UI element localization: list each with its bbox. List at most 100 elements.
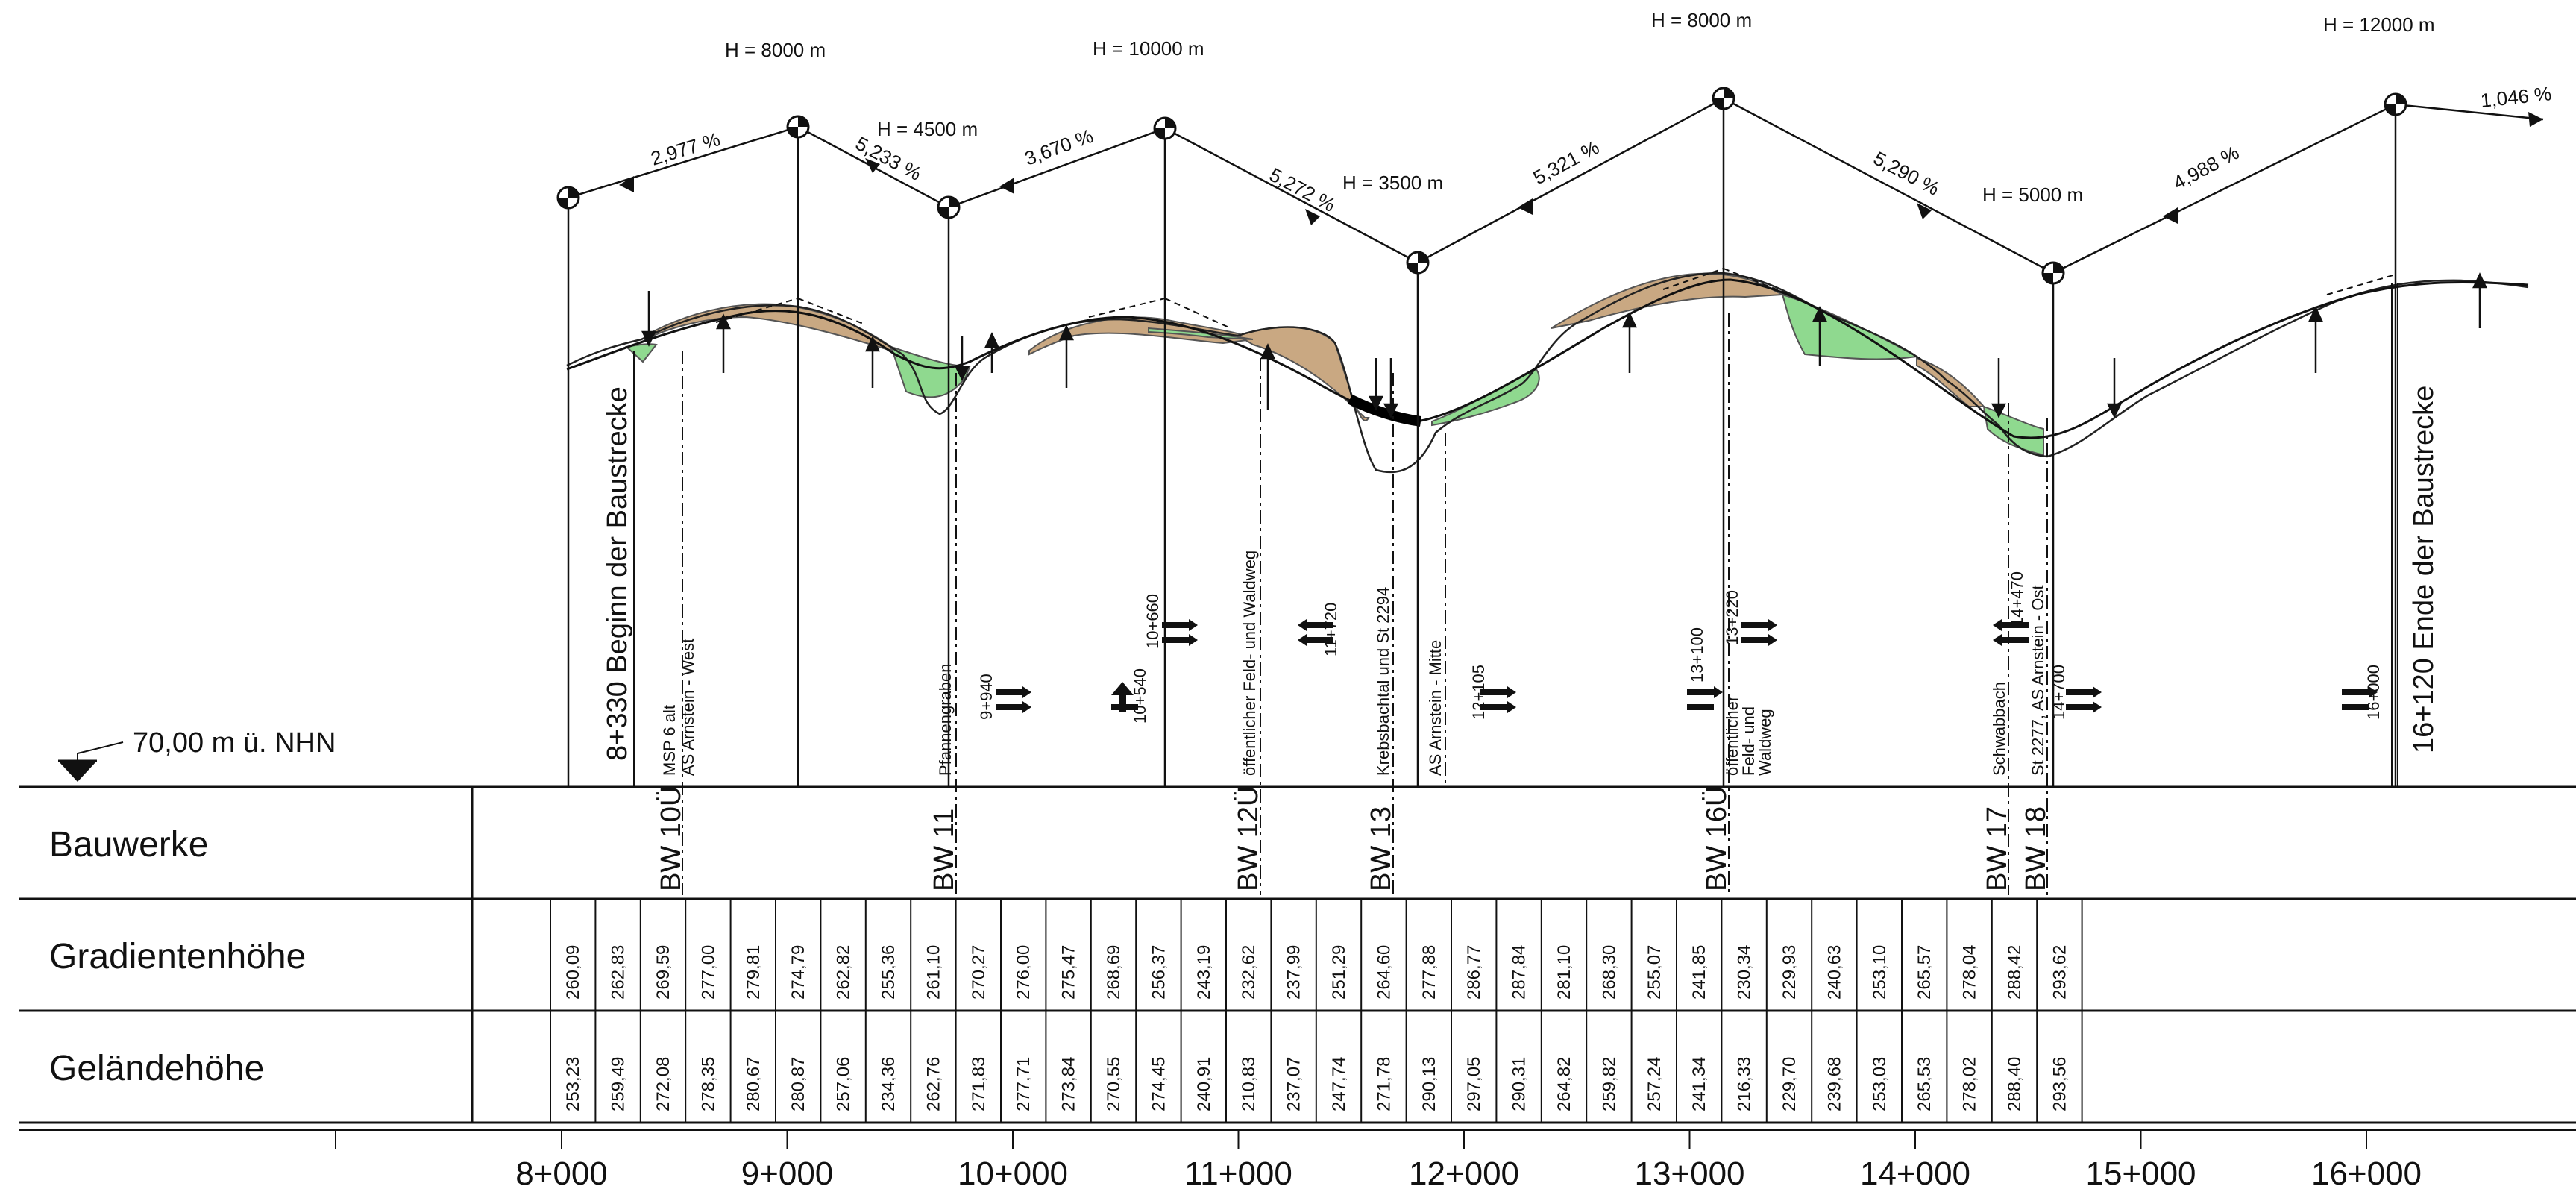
bauwerk-label: BW 16Ü <box>1701 786 1732 891</box>
annotation-label: 14+470 <box>2008 571 2026 627</box>
annotation-label: öffentlicher <box>1723 696 1741 776</box>
km-label: 8+000 <box>515 1155 608 1192</box>
radius-label: H = 3500 m <box>1342 172 1443 194</box>
row-title-gradient: Gradientenhöhe <box>49 937 306 976</box>
bauwerk-label: BW 13 <box>1366 806 1397 891</box>
station-annotations: MSP 6 alt AS Arnstein - West Pfannengrab… <box>660 551 2383 776</box>
terrain-value-cell: 241,34 <box>1689 1057 1709 1111</box>
gradient-value-cell: 293,62 <box>2049 945 2070 1000</box>
gradient-value-cell: 262,83 <box>609 945 629 1000</box>
slope-label: 3,670 % <box>1022 125 1096 170</box>
terrain-values: 253,23 259,49 272,08 278,35 280,67 280,87 257,… <box>563 1057 2070 1111</box>
gradient-value-cell: 232,62 <box>1239 945 1259 1000</box>
terrain-value-cell: 297,05 <box>1464 1057 1484 1111</box>
bauwerk-labels: BW 10Ü BW 11 BW 12Ü BW 13 BW 16Ü BW 17 B… <box>656 786 2052 891</box>
bauwerk-label: BW 12Ü <box>1233 786 1264 891</box>
terrain-value-cell: 278,02 <box>1960 1057 1980 1111</box>
gradient-value-cell: 275,47 <box>1059 945 1079 1000</box>
terrain-value-cell: 240,91 <box>1194 1057 1214 1111</box>
gradient-value-cell: 287,84 <box>1510 945 1530 1000</box>
annotation-label: Waldweg <box>1756 709 1774 776</box>
annotation-label: 13+220 <box>1723 590 1741 645</box>
terrain-value-cell: 262,76 <box>923 1057 943 1111</box>
slope-label: 5,272 % <box>1266 163 1339 216</box>
radius-label: H = 12000 m <box>2323 13 2435 36</box>
gradient-value-cell: 265,57 <box>1914 945 1935 1000</box>
terrain-value-cell: 216,33 <box>1735 1057 1755 1111</box>
terrain-value-cell: 273,84 <box>1059 1057 1079 1111</box>
station-lines <box>682 313 2048 895</box>
terrain-value-cell: 259,49 <box>609 1057 629 1111</box>
earthwork-fills <box>624 272 2044 457</box>
radius-label: H = 5000 m <box>1982 184 2083 206</box>
gradient-value-cell: 269,59 <box>653 945 673 1000</box>
annotation-label: 13+100 <box>1688 627 1706 683</box>
terrain-value-cell: 270,55 <box>1104 1057 1124 1111</box>
datum-label: 70,00 m ü. NHN <box>133 727 336 759</box>
terrain-value-cell: 280,87 <box>788 1057 808 1111</box>
gradient-value-cell: 279,81 <box>744 945 764 1000</box>
gradient-value-cell: 230,34 <box>1735 945 1755 1000</box>
gradient-value-cell: 262,82 <box>834 945 854 1000</box>
annotation-label: AS Arnstein - West <box>679 639 697 776</box>
gradient-value-cell: 240,63 <box>1824 945 1844 1000</box>
row-title-bauwerke: Bauwerke <box>49 825 208 865</box>
annotation-label: 11+720 <box>1322 603 1340 656</box>
km-label: 16+000 <box>2311 1155 2422 1192</box>
km-label: 13+000 <box>1634 1155 1744 1192</box>
embankment-area <box>1148 327 1254 340</box>
terrain-value-cell: 271,83 <box>969 1057 989 1111</box>
annotation-label: Schwabbach <box>1990 682 2008 776</box>
gradient-value-cell: 268,30 <box>1599 945 1619 1000</box>
row-title-gelaende: Geländehöhe <box>49 1049 264 1088</box>
gradient-value-cell: 277,88 <box>1419 945 1439 1000</box>
terrain-value-cell: 259,82 <box>1599 1057 1619 1111</box>
gradient-value-cell: 281,10 <box>1554 945 1574 1000</box>
slope-arrows <box>619 112 2543 225</box>
gradient-value-cell: 260,09 <box>563 945 583 1000</box>
start-label: 8+330 Beginn der Baustrecke <box>602 386 633 761</box>
radius-label: H = 8000 m <box>725 39 826 61</box>
km-axis: 8+000 9+000 10+000 11+000 12+000 13+000 14+000… <box>515 1130 2422 1192</box>
terrain-value-cell: 265,53 <box>1914 1057 1935 1111</box>
terrain-value-cell: 290,13 <box>1419 1057 1439 1111</box>
gradient-value-cell: 276,00 <box>1014 945 1034 1000</box>
tangent-polygon <box>568 97 2544 275</box>
annotation-label: Pfannengraben <box>936 664 955 776</box>
cut-area <box>1551 272 1785 329</box>
terrain-value-cell: 257,06 <box>834 1057 854 1111</box>
terrain-value-cell: 278,35 <box>698 1057 718 1111</box>
radius-label: H = 4500 m <box>877 118 978 140</box>
annotation-label: Krebsbachtal und St 2294 <box>1374 587 1392 776</box>
gradient-value-cell: 277,00 <box>698 945 718 1000</box>
terrain-value-cell: 288,40 <box>2005 1057 2025 1111</box>
curve-tangents <box>715 268 2396 329</box>
km-label: 15+000 <box>2085 1155 2196 1192</box>
gradient-value-cell: 237,99 <box>1284 945 1304 1000</box>
datum-marker: 70,00 m ü. NHN <box>58 727 336 782</box>
embankment-area <box>1431 368 1540 427</box>
terrain-value-cell: 272,08 <box>653 1057 673 1111</box>
bauwerk-label: BW 11 <box>929 809 960 891</box>
cut-area <box>1236 326 1370 421</box>
gradient-value-cell: 255,36 <box>879 945 899 1000</box>
bauwerk-label: BW 17 <box>1982 806 2013 891</box>
terrain-value-cell: 234,36 <box>879 1057 899 1111</box>
gradient-line <box>566 278 2529 439</box>
gradient-value-cell: 274,79 <box>788 945 808 1000</box>
terrain-value-cell: 271,78 <box>1374 1057 1394 1111</box>
slope-label: 1,046 % <box>2479 82 2552 112</box>
slope-label: 5,321 % <box>1530 136 1603 189</box>
terrain-value-cell: 274,45 <box>1149 1057 1169 1111</box>
bridge-deck <box>1347 394 1421 427</box>
embankment-area <box>890 345 971 398</box>
traffic-arrows <box>996 619 2378 713</box>
annotation-label: St 2277, AS Arnstein - Ost <box>2029 585 2047 776</box>
end-label: 16+120 Ende der Baustrecke <box>2408 386 2440 753</box>
annotation-label: öffentlicher Feld- und Waldweg <box>1240 551 1259 776</box>
gradient-value-cell: 243,19 <box>1194 945 1214 1000</box>
terrain-value-cell: 293,56 <box>2049 1057 2070 1111</box>
slope-label: 4,988 % <box>2170 141 2243 194</box>
bauwerk-label: BW 10Ü <box>656 786 687 891</box>
